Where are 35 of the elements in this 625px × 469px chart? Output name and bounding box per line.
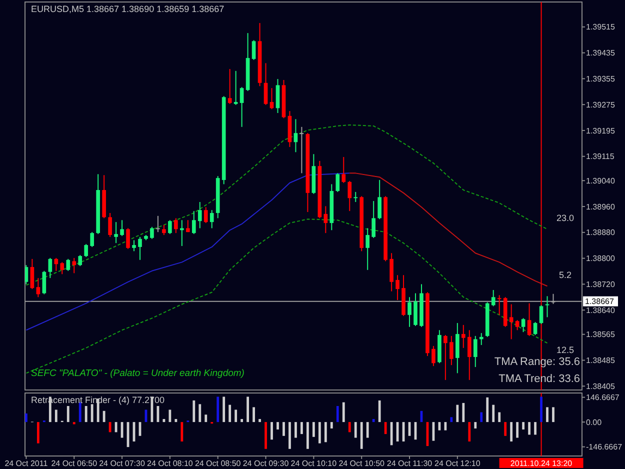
x-tick-label: 24 Oct 12:10: [434, 459, 481, 468]
x-tick-label: 24 Oct 09:30: [242, 459, 290, 468]
ref-line-label: 1.38667: [585, 297, 614, 306]
y-tick-label: 1.39515: [586, 22, 616, 32]
series-label: 12.5: [556, 345, 574, 356]
x-tick-label: 24 Oct 08:50: [194, 459, 242, 468]
y-tick-label: 1.38485: [586, 356, 616, 366]
y-tick-label: 1.38880: [586, 228, 616, 238]
annotation: SEFC "PALATO" - (Palato = Under earth Kingdom): [31, 368, 244, 379]
x-tick-label: 24 Oct 10:10: [290, 459, 338, 468]
chart-title: EURUSD,M5 1.38667 1.38690 1.38659 1.38667: [31, 4, 224, 14]
series-label: 5.2: [559, 270, 572, 280]
ref-line-label: 2011.10.24 13:20: [510, 459, 573, 468]
y-tick-label: 146.6667: [586, 393, 620, 402]
series-label: 23.0: [556, 213, 574, 224]
y-tick-label: 1.39275: [586, 100, 616, 110]
y-tick-label: 1.39115: [586, 152, 615, 162]
y-tick-label: 1.39355: [586, 74, 616, 84]
y-tick-label: 1.38960: [586, 202, 616, 212]
y-tick-label: 1.38565: [586, 330, 616, 340]
y-tick-label: 1.38800: [586, 254, 616, 264]
x-tick-label: 24 Oct 11:30: [386, 459, 433, 468]
x-tick-label: 24 Oct 08:10: [147, 459, 194, 468]
y-tick-label: 1.39435: [586, 48, 616, 58]
x-tick-label: 24 Oct 2011: [4, 459, 48, 468]
y-tick-label: 1.38720: [586, 280, 616, 289]
y-tick-label: 1.39040: [586, 176, 616, 186]
x-tick-label: 24 Oct 06:50: [51, 459, 98, 468]
y-tick-label: -146.6667: [586, 442, 623, 452]
y-tick-label: 1.39195: [586, 126, 616, 136]
y-tick-label: 1.38640: [586, 306, 616, 315]
x-tick-label: 24 Oct 07:30: [99, 459, 146, 468]
x-tick-label: 24 Oct 10:50: [338, 459, 386, 468]
y-tick-label: 1.38405: [586, 382, 616, 391]
y-tick-label: 0.00: [586, 418, 602, 427]
